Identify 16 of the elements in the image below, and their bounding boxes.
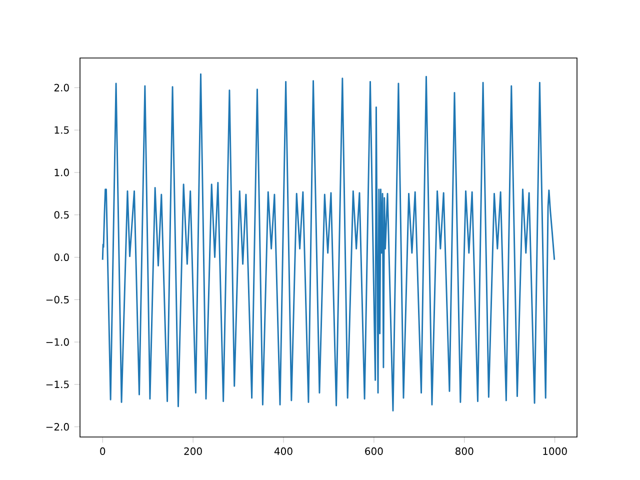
x-tick-label: 1000 <box>543 447 567 455</box>
y-tick-label: 0.0 <box>54 253 69 262</box>
y-tick-label: −2.0 <box>46 423 69 431</box>
y-tick-label: −1.5 <box>46 380 69 388</box>
y-tick-label: 0.5 <box>54 211 69 219</box>
x-tick-label: 200 <box>184 447 202 455</box>
y-tick-label: −1.0 <box>46 338 69 346</box>
y-tick-label: 1.0 <box>54 168 69 176</box>
x-tick-label: 0 <box>100 447 106 455</box>
x-tick-label: 800 <box>456 447 474 455</box>
y-tick-label: −0.5 <box>46 296 69 304</box>
line-series <box>102 73 556 412</box>
x-tick-label: 400 <box>274 447 292 455</box>
y-tick-label: 2.0 <box>54 84 69 92</box>
x-tick-label: 600 <box>365 447 383 455</box>
y-tick-label: 1.5 <box>54 126 69 134</box>
